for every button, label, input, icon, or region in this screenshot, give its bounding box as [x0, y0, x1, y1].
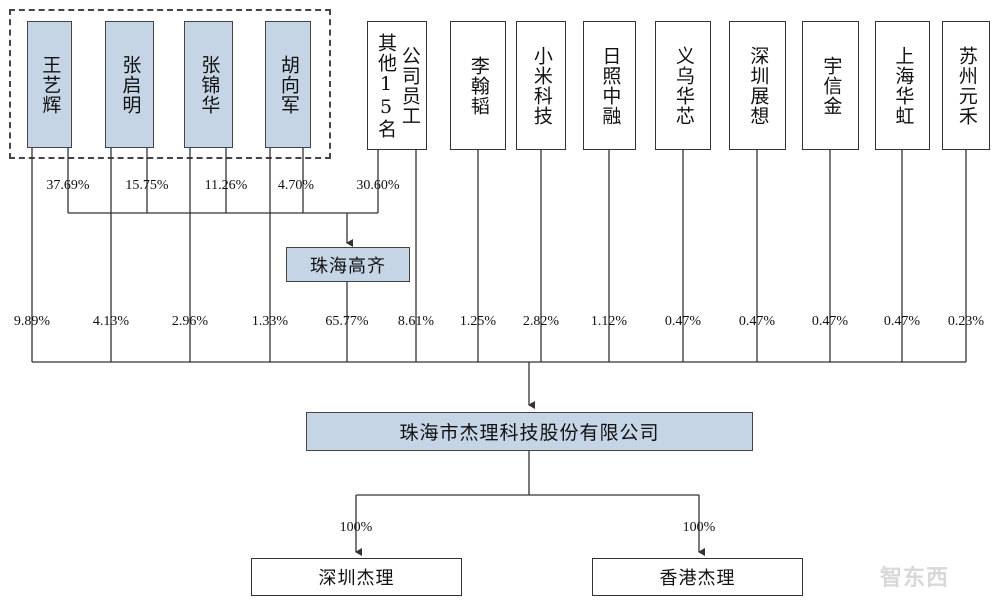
shareholder-box-zhangjh: 张锦华 — [184, 21, 233, 148]
entity-name: 珠海高齐 — [310, 255, 386, 277]
subsidiary-box-shenzhen: 深圳杰理 — [251, 558, 462, 596]
pct-zhangjh-gaoqi: 11.26% — [204, 178, 248, 193]
subsidiary-name: 香港杰理 — [659, 568, 736, 589]
investor-box-shenzhen-zhanxiang: 深圳展想 — [729, 21, 786, 150]
pct-sub-shenzhen: 100% — [339, 520, 373, 535]
investor-box-xiaomi: 小米科技 — [516, 21, 566, 150]
subsidiary-box-hongkong: 香港杰理 — [592, 558, 803, 596]
shareholder-name: 张启明 — [119, 54, 142, 115]
shareholder-box-zhangqm: 张启明 — [105, 21, 154, 148]
shareholder-box-other-employees: 公司员工 其他15名 — [367, 21, 427, 150]
pct-investor-zhanxiang: 0.47% — [738, 314, 776, 329]
shareholder-name: 王艺辉 — [39, 54, 62, 115]
pct-zhangqm-direct: 4.13% — [92, 314, 130, 329]
investor-box-yuxinjin: 宇信金 — [802, 21, 859, 150]
investor-box-suzhou-yuanhe: 苏州元禾 — [942, 21, 990, 150]
watermark-logo: 智东西 — [880, 566, 950, 591]
entity-box-zhuhai-gaoqi: 珠海高齐 — [286, 247, 410, 282]
investor-name: 苏州元禾 — [955, 45, 978, 126]
pct-gaoqi-direct: 65.77% — [325, 314, 369, 329]
investor-name: 上海华虹 — [892, 45, 915, 126]
investor-box-shanghai-huahong: 上海华虹 — [875, 21, 930, 150]
pct-investor-rizhao: 1.12% — [590, 314, 628, 329]
shareholder-name: 张锦华 — [198, 54, 221, 115]
investor-box-li: 李翰韬 — [450, 21, 506, 150]
founders-group-outline — [9, 9, 331, 159]
shareholder-box-hu: 胡向军 — [265, 21, 311, 148]
investor-box-yiwu: 义乌华芯 — [655, 21, 711, 150]
investor-name: 小米科技 — [530, 45, 553, 126]
pct-zhangqm-gaoqi: 15.75% — [125, 178, 169, 193]
subsidiary-name: 深圳杰理 — [318, 568, 395, 589]
pct-investor-xiaomi: 2.82% — [522, 314, 560, 329]
pct-hu-gaoqi: 4.70% — [277, 178, 315, 193]
pct-zhangjh-direct: 2.96% — [171, 314, 209, 329]
pct-wang-gaoqi: 37.69% — [46, 178, 90, 193]
other-employees-name-col1: 其他15名 — [375, 32, 397, 139]
investor-name: 宇信金 — [820, 55, 843, 116]
investor-box-rizhao: 日照中融 — [583, 21, 636, 150]
pct-investor-yiwu: 0.47% — [664, 314, 702, 329]
company-name: 珠海市杰理科技股份有限公司 — [399, 422, 660, 444]
investor-name: 深圳展想 — [747, 45, 770, 126]
pct-investor-li: 1.25% — [459, 314, 497, 329]
other-employees-name-col2: 公司员工 — [398, 45, 421, 126]
company-box: 珠海市杰理科技股份有限公司 — [306, 412, 753, 451]
pct-sub-hongkong: 100% — [682, 520, 716, 535]
pct-other-gaoqi: 30.60% — [356, 178, 400, 193]
pct-investor-huahong: 0.47% — [883, 314, 921, 329]
investor-name: 义乌华芯 — [672, 45, 695, 126]
investor-name: 李翰韬 — [467, 55, 490, 116]
pct-wang-direct: 9.89% — [13, 314, 51, 329]
pct-other-direct: 8.61% — [397, 314, 435, 329]
pct-investor-yuanhe: 0.23% — [947, 314, 985, 329]
shareholder-name: 胡向军 — [277, 54, 300, 115]
investor-name: 日照中融 — [599, 45, 622, 126]
pct-hu-direct: 1.33% — [251, 314, 289, 329]
pct-investor-yuxinjin: 0.47% — [811, 314, 849, 329]
shareholder-box-wang: 王艺辉 — [27, 21, 72, 148]
